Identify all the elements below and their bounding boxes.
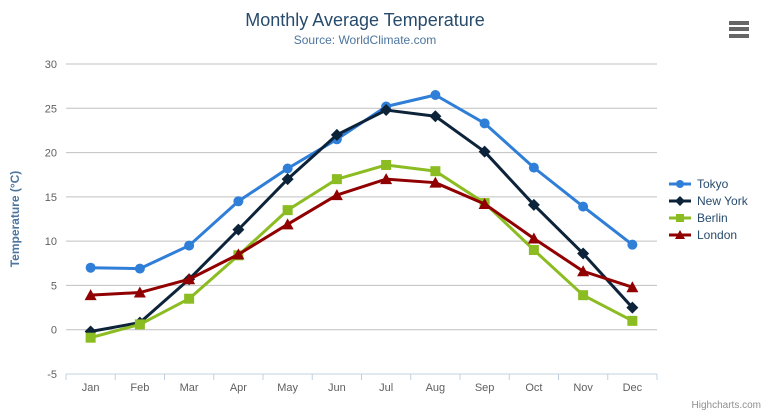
legend-item-new-york[interactable]: New York [668, 194, 748, 208]
legend-item-label: New York [697, 194, 748, 208]
data-point-london-jun[interactable] [330, 189, 343, 201]
x-axis-label-mar: Mar [180, 382, 199, 394]
series-tokyo [85, 90, 638, 274]
data-point-tokyo-apr[interactable] [233, 196, 244, 207]
x-axis-label-jul: Jul [379, 382, 393, 394]
legend-item-label: London [697, 228, 738, 242]
x-axis-label-apr: Apr [230, 382, 247, 394]
x-axis-label-may: May [277, 382, 298, 394]
data-point-berlin-jun[interactable] [331, 174, 342, 185]
series-line-london [89, 177, 634, 297]
data-point-new-york-nov[interactable] [577, 247, 590, 260]
legend-item-label: Tokyo [697, 177, 729, 191]
new-york-legend-marker-icon [669, 196, 691, 206]
x-axis-label-aug: Aug [426, 382, 446, 394]
x-axis-label-jan: Jan [82, 382, 100, 394]
data-point-london-may[interactable] [281, 218, 294, 230]
legend-item-label: Berlin [697, 211, 728, 225]
data-point-berlin-mar[interactable] [184, 293, 195, 304]
data-point-berlin-aug[interactable] [430, 166, 441, 177]
tokyo-legend-symbol-icon [676, 180, 684, 188]
new-york-legend-symbol-icon [675, 196, 685, 206]
data-point-new-york-may[interactable] [281, 173, 294, 186]
y-axis-label: 5 [51, 280, 57, 292]
data-point-tokyo-dec[interactable] [627, 239, 638, 250]
data-point-new-york-aug[interactable] [429, 110, 442, 123]
data-point-new-york-jun[interactable] [330, 128, 343, 141]
series-london [84, 173, 639, 301]
chart-subtitle: Source: WorldClimate.com [293, 33, 437, 47]
berlin-legend-symbol-icon [676, 214, 684, 222]
data-point-new-york-sep[interactable] [478, 145, 491, 158]
series-new-york [84, 104, 639, 338]
berlin-legend-marker-icon [669, 214, 691, 222]
data-point-tokyo-may[interactable] [282, 163, 293, 174]
hamburger-menu-icon [729, 20, 749, 25]
series-line-new-york [89, 108, 634, 333]
series-berlin [85, 159, 638, 343]
legend: Tokyo New York Berlin London [668, 177, 748, 242]
data-point-london-jan[interactable] [84, 289, 97, 301]
y-axis-label: 30 [45, 59, 57, 71]
data-point-london-sep[interactable] [478, 197, 491, 209]
london-legend-symbol-icon [675, 230, 685, 239]
data-point-london-dec[interactable] [626, 281, 639, 293]
x-axis-label-dec: Dec [623, 382, 643, 394]
data-point-berlin-nov[interactable] [578, 290, 589, 301]
data-point-tokyo-nov[interactable] [578, 201, 589, 212]
x-axis-label-feb: Feb [130, 382, 149, 394]
data-point-berlin-feb[interactable] [134, 319, 145, 330]
legend-item-london[interactable]: London [668, 228, 748, 242]
london-legend-marker-icon [669, 230, 691, 239]
data-point-tokyo-aug[interactable] [430, 90, 441, 100]
x-axis-label-jun: Jun [328, 382, 346, 394]
data-point-london-aug[interactable] [429, 176, 442, 188]
data-point-new-york-jul[interactable] [380, 104, 393, 117]
x-axis-label-nov: Nov [573, 382, 593, 394]
data-point-berlin-may[interactable] [282, 205, 293, 216]
chart-context-menu-button[interactable] [727, 17, 755, 41]
y-axis-label: -5 [47, 369, 57, 381]
y-axis-label: 0 [51, 325, 57, 337]
data-point-berlin-dec[interactable] [627, 315, 638, 326]
x-axis-label-oct: Oct [525, 382, 542, 394]
series-line-berlin [89, 163, 634, 340]
data-point-tokyo-oct[interactable] [528, 162, 539, 173]
data-point-berlin-jul[interactable] [381, 159, 392, 170]
hamburger-menu-icon [729, 33, 749, 38]
data-point-london-jul[interactable] [380, 173, 393, 185]
y-axis-title: Temperature (°C) [8, 170, 22, 268]
data-point-london-feb[interactable] [133, 286, 146, 298]
tokyo-legend-marker-icon [669, 180, 691, 188]
data-point-new-york-oct[interactable] [527, 198, 540, 211]
data-point-new-york-dec[interactable] [626, 301, 639, 314]
y-axis-label: 20 [45, 148, 57, 160]
hamburger-menu-icon [729, 27, 749, 31]
data-point-london-oct[interactable] [527, 232, 540, 244]
legend-item-tokyo[interactable]: Tokyo [668, 177, 748, 191]
data-point-tokyo-sep[interactable] [479, 118, 490, 129]
y-axis-label: 10 [45, 236, 57, 248]
data-point-tokyo-mar[interactable] [184, 240, 195, 251]
legend-item-berlin[interactable]: Berlin [668, 211, 748, 225]
x-axis-label-sep: Sep [475, 382, 495, 394]
data-point-new-york-apr[interactable] [232, 223, 245, 236]
data-point-tokyo-feb[interactable] [134, 263, 145, 274]
y-axis-label: 15 [45, 192, 57, 204]
data-point-berlin-oct[interactable] [528, 245, 539, 255]
highcharts-credit[interactable]: Highcharts.com [691, 400, 761, 411]
y-axis-label: 25 [45, 103, 57, 115]
data-point-london-apr[interactable] [232, 248, 245, 260]
data-point-berlin-jan[interactable] [85, 332, 96, 343]
data-point-tokyo-jan[interactable] [85, 262, 96, 273]
data-point-london-nov[interactable] [577, 265, 590, 277]
data-point-london-mar[interactable] [183, 273, 196, 285]
chart-title: Monthly Average Temperature [245, 10, 485, 30]
